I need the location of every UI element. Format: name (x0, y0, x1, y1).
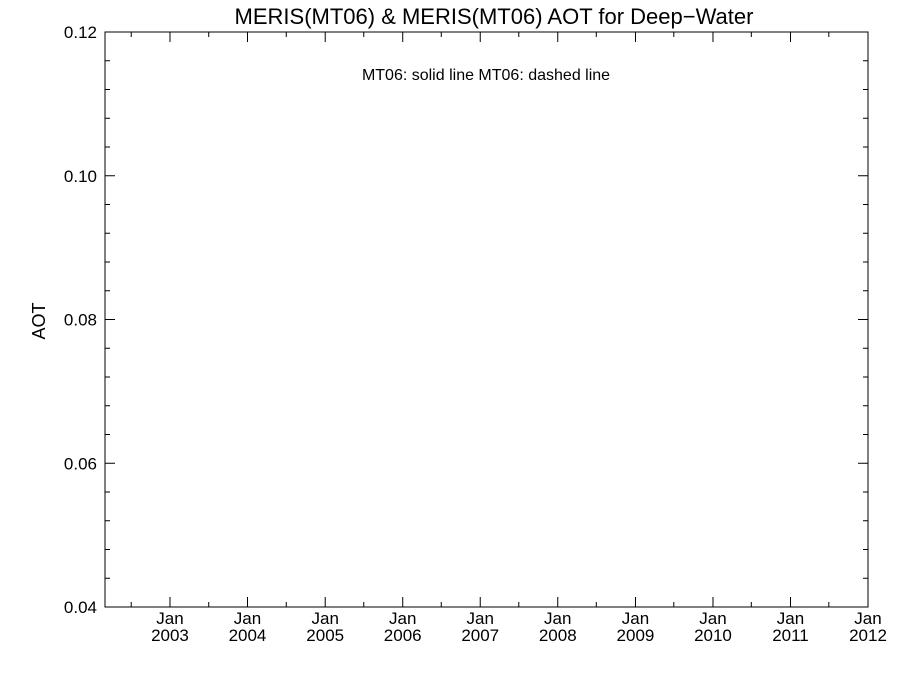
x-tick-label-year: 2011 (772, 626, 809, 645)
x-tick-label-year: 2003 (151, 626, 189, 645)
y-tick-label: 0.08 (64, 311, 97, 330)
x-tick-label-month: Jan (234, 609, 261, 628)
x-tick-label-year: 2009 (617, 626, 655, 645)
y-tick-label: 0.04 (64, 598, 97, 617)
y-tick-label: 0.12 (64, 23, 97, 42)
x-tick-label-year: 2010 (694, 626, 732, 645)
y-tick-label: 0.06 (64, 454, 97, 473)
x-tick-label-month: Jan (544, 609, 571, 628)
y-axis: 0.04 0.06 0.08 0.10 0.12 (64, 23, 868, 617)
x-tick-label-year: 2004 (229, 626, 267, 645)
x-tick-label-year: 2007 (461, 626, 499, 645)
x-tick-label-month: Jan (467, 609, 494, 628)
chart-title: MERIS(MT06) & MERIS(MT06) AOT for Deep−W… (235, 4, 754, 29)
plot-frame (104, 31, 869, 608)
x-tick-label-year: 2008 (539, 626, 577, 645)
x-tick-label-year: 2005 (306, 626, 344, 645)
x-tick-label-month: Jan (777, 609, 804, 628)
x-tick-label-month: Jan (699, 609, 726, 628)
x-tick-label-month: Jan (156, 609, 183, 628)
x-tick-label-month: Jan (854, 609, 881, 628)
y-tick-label: 0.10 (64, 167, 97, 186)
x-axis: Jan2003Jan2004Jan2005Jan2006Jan2007Jan20… (130, 32, 887, 645)
legend-text: MT06: solid line MT06: dashed line (362, 67, 610, 84)
x-tick-label-month: Jan (389, 609, 416, 628)
x-tick-label-month: Jan (312, 609, 339, 628)
x-tick-label-year: 2006 (384, 626, 422, 645)
x-tick-label-year: 2012 (849, 626, 887, 645)
x-tick-label-month: Jan (622, 609, 649, 628)
y-axis-label: AOT (29, 302, 49, 339)
